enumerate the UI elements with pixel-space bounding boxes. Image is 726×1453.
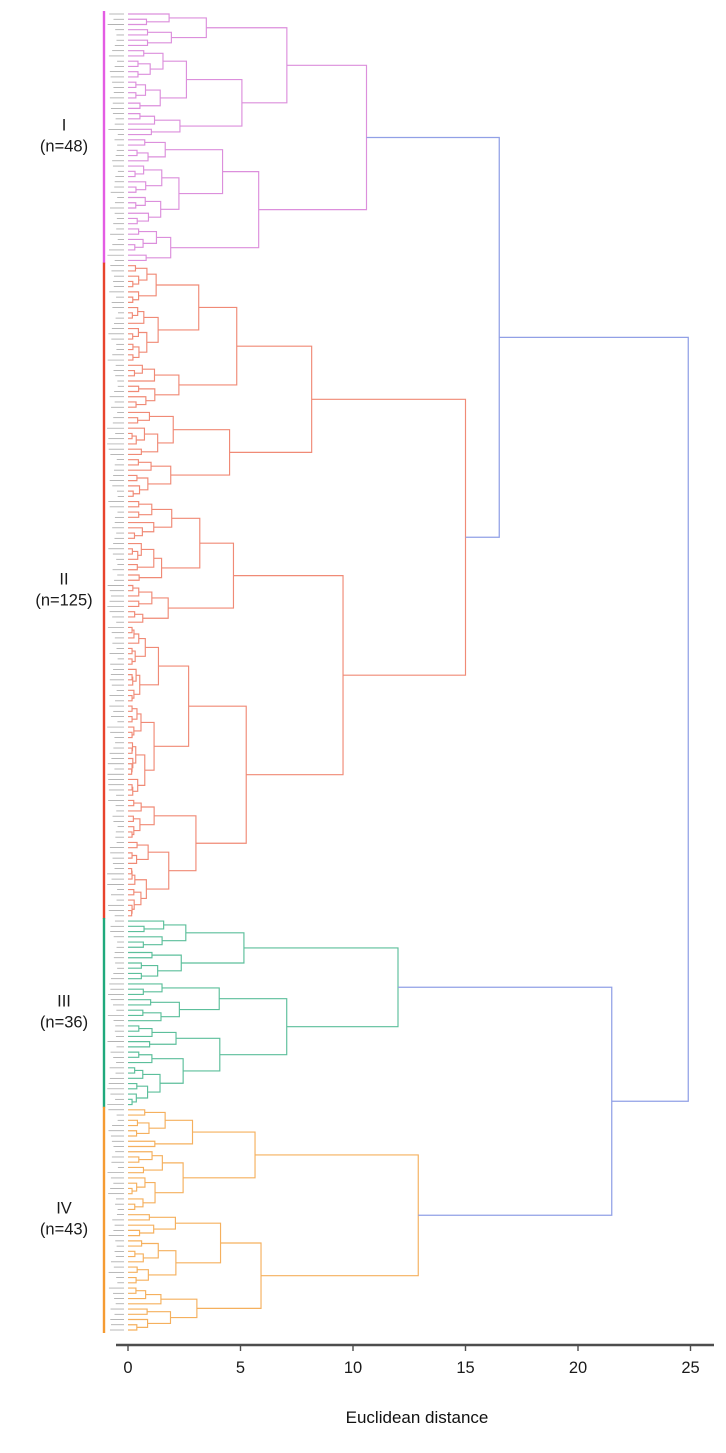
x-axis-tick-label: 10	[344, 1359, 362, 1377]
leaf-labels-III	[107, 920, 124, 1105]
cluster-1-roman: I	[61, 116, 67, 135]
x-axis: 0 5 10 15 20 25	[116, 1343, 714, 1377]
dendrogram-top-links	[366, 136, 689, 1216]
cluster-3-roman: III	[57, 992, 71, 1011]
cluster-4-roman: IV	[56, 1199, 72, 1218]
x-axis-tick-label: 0	[123, 1359, 132, 1377]
x-axis-tick-label: 15	[456, 1359, 474, 1377]
dendrogram-cluster-III	[102, 918, 399, 1108]
cluster-label-1: I (n=48)	[16, 116, 112, 159]
dendrogram-cluster-I	[102, 11, 368, 264]
dendrogram-cluster-II	[102, 262, 467, 919]
x-axis-tick-label: 5	[236, 1359, 245, 1377]
dendrogram-cluster-IV	[102, 1106, 419, 1333]
leaf-labels-IV	[107, 1109, 124, 1331]
cluster-label-4: IV (n=43)	[16, 1199, 112, 1242]
cluster-3-count: (n=36)	[39, 1014, 89, 1032]
cluster-label-2: II (n=125)	[16, 570, 112, 613]
x-axis-tick-label: 20	[569, 1359, 587, 1377]
cluster-4-count: (n=43)	[39, 1221, 89, 1239]
leaf-labels-I	[107, 13, 124, 261]
x-axis-tick-label: 25	[681, 1359, 699, 1377]
x-axis-title: Euclidean distance	[345, 1408, 489, 1427]
leaf-labels-II	[107, 265, 124, 917]
cluster-2-roman: II	[59, 570, 69, 589]
cluster-2-count: (n=125)	[35, 592, 93, 610]
cluster-1-count: (n=48)	[39, 138, 89, 156]
cluster-label-3: III (n=36)	[16, 992, 112, 1035]
